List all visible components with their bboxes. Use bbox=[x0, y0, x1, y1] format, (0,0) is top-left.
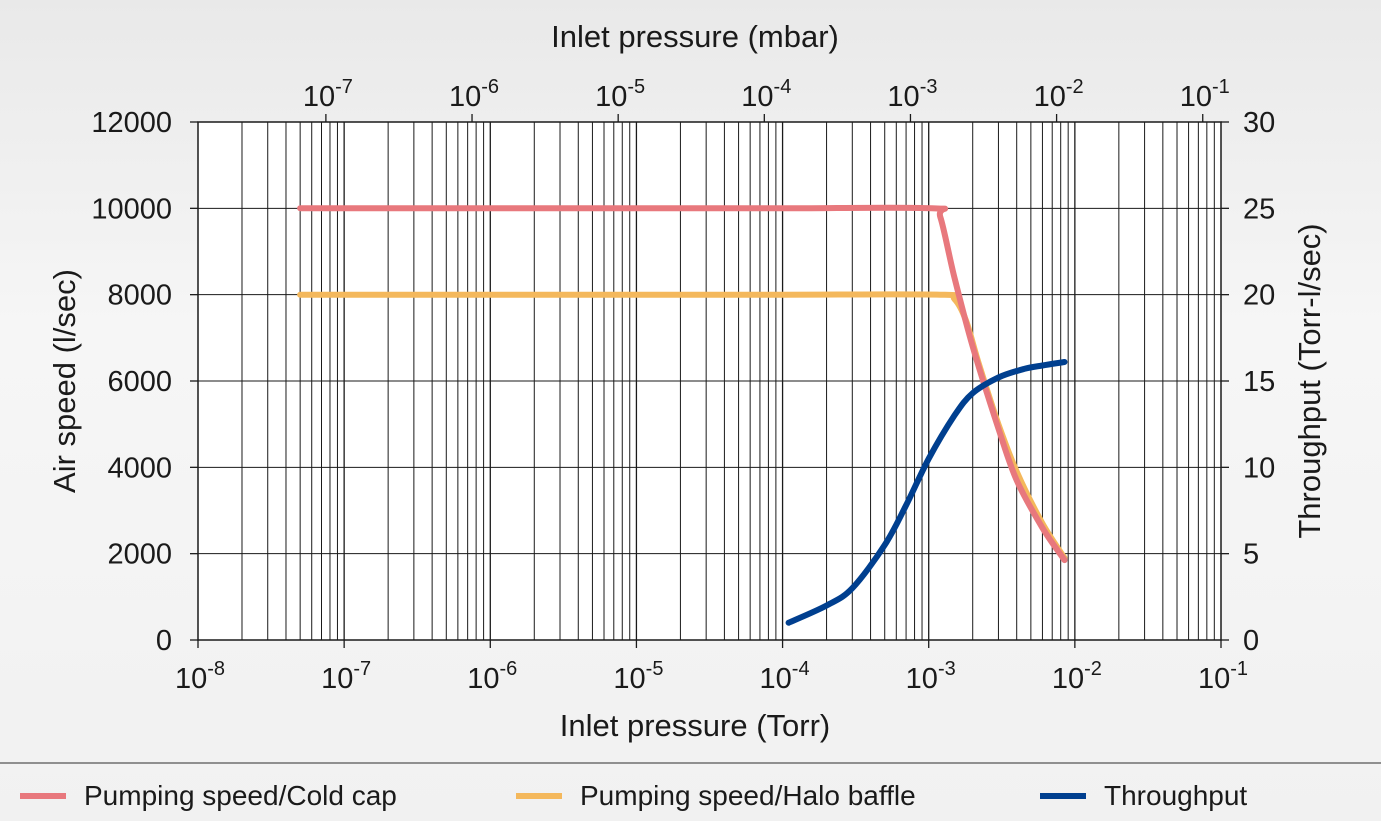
y-tick-label: 4000 bbox=[107, 452, 172, 484]
series-line-pumping-speed-cold-cap bbox=[297, 204, 1068, 564]
ticks: 10-8 10-7 10-6 10-5 10-4 10-3 10-2 10-1 10-7 10-6… bbox=[91, 76, 1275, 695]
legend-swatch-halo-baffle bbox=[516, 793, 562, 799]
y-axis-label: Air speed (l/sec) bbox=[47, 269, 82, 493]
legend-swatch-throughput bbox=[1040, 793, 1086, 799]
y-tick-label: 10000 bbox=[91, 193, 172, 225]
y-tick-label: 8000 bbox=[107, 280, 172, 312]
legend-item-halo-baffle: Pumping speed/Halo baffle bbox=[516, 772, 916, 820]
y2-axis-label: Throughput (Torr-l/sec) bbox=[1292, 223, 1327, 538]
chart: 10-8 10-7 10-6 10-5 10-4 10-3 10-2 10-1 10-7 10-6… bbox=[47, 19, 1327, 743]
x-tick-label: 10-6 bbox=[467, 658, 517, 695]
x2-tick-label: 10-4 bbox=[741, 76, 791, 113]
series-line-throughput bbox=[785, 359, 1068, 626]
x-tick-label: 10-1 bbox=[1198, 658, 1248, 695]
x2-tick-label: 10-5 bbox=[595, 76, 645, 113]
y2-tick-label: 5 bbox=[1243, 539, 1259, 571]
x2-axis-label: Inlet pressure (mbar) bbox=[551, 19, 839, 54]
legend-label-halo-baffle: Pumping speed/Halo baffle bbox=[580, 780, 916, 811]
legend-swatch-cold-cap bbox=[20, 793, 66, 799]
y-tick-label: 2000 bbox=[107, 539, 172, 571]
x-tick-label: 10-3 bbox=[906, 658, 956, 695]
x2-tick-label: 10-7 bbox=[303, 76, 353, 113]
legend-item-cold-cap: Pumping speed/Cold cap bbox=[20, 772, 397, 820]
y2-tick-label: 30 bbox=[1243, 107, 1275, 139]
legend-label-throughput: Throughput bbox=[1104, 780, 1248, 811]
y2-tick-label: 0 bbox=[1243, 625, 1259, 657]
x-tick-label: 10-7 bbox=[321, 658, 371, 695]
series-group bbox=[297, 204, 1068, 626]
x2-tick-label: 10-1 bbox=[1180, 76, 1230, 113]
y-tick-label: 6000 bbox=[107, 366, 172, 398]
legend: Pumping speed/Cold cap Pumping speed/Hal… bbox=[0, 772, 1381, 820]
y-tick-label: 0 bbox=[156, 625, 172, 657]
x-tick-label: 10-5 bbox=[613, 658, 663, 695]
x2-tick-label: 10-3 bbox=[887, 76, 937, 113]
x-tick-label: 10-4 bbox=[760, 658, 810, 695]
y2-tick-label: 15 bbox=[1243, 366, 1275, 398]
y-tick-label: 12000 bbox=[91, 107, 172, 139]
x-tick-label: 10-2 bbox=[1052, 658, 1102, 695]
y2-tick-label: 10 bbox=[1243, 452, 1275, 484]
y2-tick-label: 20 bbox=[1243, 280, 1275, 312]
x2-tick-label: 10-6 bbox=[449, 76, 499, 113]
y2-tick-label: 25 bbox=[1243, 193, 1275, 225]
legend-divider bbox=[0, 762, 1381, 764]
x-tick-label: 10-8 bbox=[175, 658, 225, 695]
legend-label-cold-cap: Pumping speed/Cold cap bbox=[84, 780, 397, 811]
x2-tick-label: 10-2 bbox=[1034, 76, 1084, 113]
legend-item-throughput: Throughput bbox=[1040, 772, 1247, 820]
x-axis-label: Inlet pressure (Torr) bbox=[560, 708, 830, 743]
